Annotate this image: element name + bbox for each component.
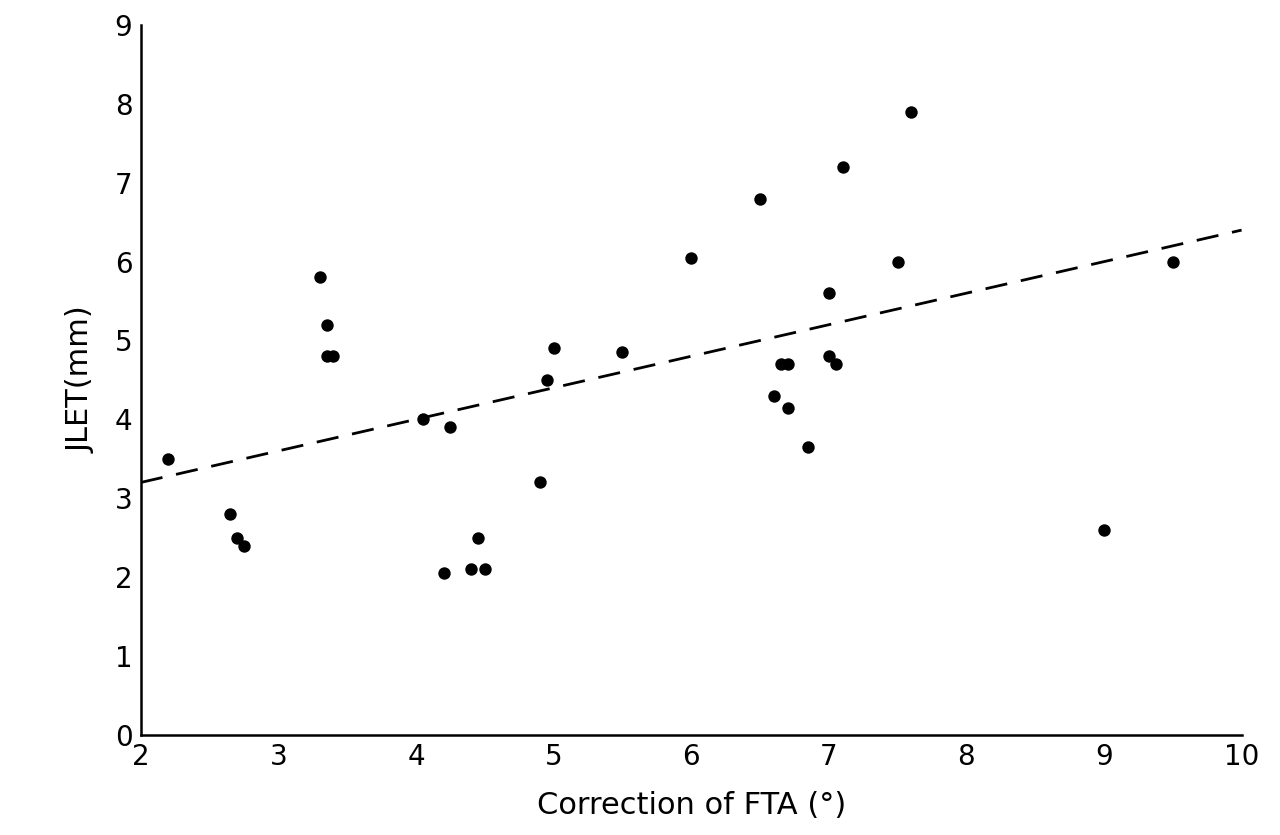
Point xyxy=(323,350,343,363)
Point xyxy=(475,563,495,576)
Point xyxy=(461,563,481,576)
Y-axis label: JLET(mm): JLET(mm) xyxy=(67,306,95,453)
Point xyxy=(1093,523,1114,536)
Point xyxy=(832,160,852,174)
Point xyxy=(901,105,922,119)
Point xyxy=(310,271,330,284)
Point xyxy=(750,192,771,205)
Point xyxy=(612,346,632,359)
Point xyxy=(819,350,840,363)
Point xyxy=(771,357,791,371)
Point xyxy=(826,357,846,371)
Point xyxy=(1162,255,1183,268)
Point xyxy=(544,342,564,355)
Point xyxy=(467,531,488,544)
Point xyxy=(763,389,783,402)
Point xyxy=(819,286,840,300)
Point xyxy=(159,452,179,465)
Point xyxy=(777,401,797,414)
Point xyxy=(227,531,247,544)
Point xyxy=(440,421,461,434)
Point xyxy=(316,350,337,363)
Point xyxy=(530,476,550,489)
Point xyxy=(536,373,557,387)
Point xyxy=(234,539,255,552)
Point xyxy=(412,412,433,426)
Point xyxy=(681,251,701,265)
X-axis label: Correction of FTA (°): Correction of FTA (°) xyxy=(536,791,846,820)
Point xyxy=(887,255,908,268)
Point xyxy=(777,357,797,371)
Point xyxy=(797,440,818,453)
Point xyxy=(316,318,337,331)
Point xyxy=(220,508,241,521)
Point xyxy=(433,566,454,579)
